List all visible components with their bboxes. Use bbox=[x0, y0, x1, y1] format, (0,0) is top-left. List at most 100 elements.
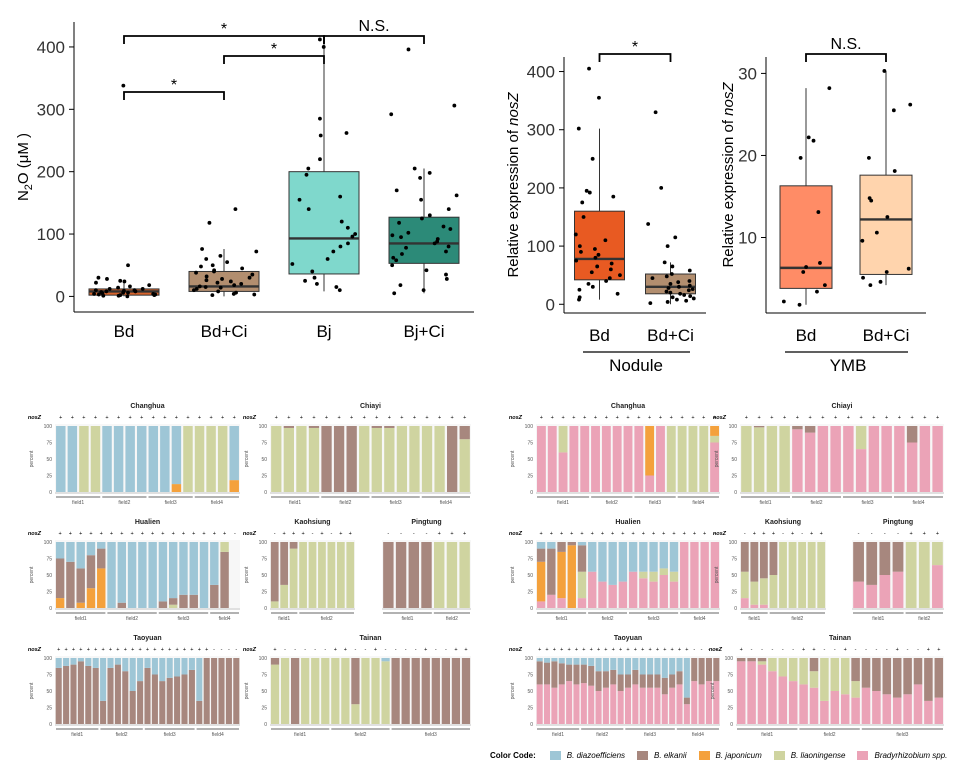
stacked-segment bbox=[391, 658, 400, 724]
y-tick-label: 200 bbox=[527, 179, 555, 198]
stacked-segment bbox=[639, 578, 648, 608]
legend-item: B. diazoefficiens bbox=[549, 750, 626, 760]
nosz-status: + bbox=[740, 647, 743, 653]
stacked-segment bbox=[194, 426, 205, 492]
stacked-segment bbox=[461, 658, 471, 724]
data-point bbox=[677, 284, 681, 289]
data-point bbox=[353, 232, 358, 236]
legend-label: B. diazoefficiens bbox=[566, 750, 626, 760]
stacked-segment bbox=[623, 426, 633, 492]
y-tick-label: 25 bbox=[731, 590, 737, 596]
nosz-status: - bbox=[884, 531, 886, 537]
nosz-status: - bbox=[235, 647, 237, 653]
nosz-status: - bbox=[405, 647, 407, 653]
stacked-segment bbox=[757, 664, 767, 724]
stacked-segment bbox=[740, 598, 749, 608]
data-point bbox=[345, 225, 350, 230]
stacked-segment bbox=[649, 542, 658, 572]
stacked-segment bbox=[661, 694, 668, 724]
nosz-status: - bbox=[701, 647, 703, 653]
stacked-segment bbox=[148, 542, 157, 608]
stacked-segment bbox=[591, 426, 600, 492]
y-tick-label: 0 bbox=[530, 606, 533, 612]
y-tick-label: 200 bbox=[37, 163, 65, 182]
field-label: field3 bbox=[649, 500, 661, 506]
stacked-segment bbox=[659, 575, 668, 608]
nosz-status: + bbox=[151, 531, 154, 537]
stacked-segment bbox=[759, 542, 768, 579]
nosz-status: - bbox=[771, 647, 773, 653]
nosz-row-label: nosZ bbox=[509, 415, 523, 421]
stacked-segment bbox=[669, 542, 679, 572]
data-point bbox=[252, 292, 257, 297]
data-point bbox=[827, 86, 832, 91]
field-label: field1 bbox=[278, 616, 290, 622]
stacked-segment bbox=[92, 658, 99, 668]
y-tick-label: 20 bbox=[738, 146, 757, 165]
nosz-status: + bbox=[597, 647, 600, 653]
stacked-segment bbox=[371, 427, 382, 492]
y-tick-label: 30 bbox=[738, 64, 757, 83]
stacked-segment bbox=[588, 542, 597, 572]
stacked-segment bbox=[602, 687, 609, 724]
nosz-status: + bbox=[205, 647, 208, 653]
stacked-segment bbox=[820, 700, 829, 724]
y-axis-label: percent bbox=[714, 566, 720, 583]
nosz-status: - bbox=[761, 647, 763, 653]
stacked-segment bbox=[117, 542, 127, 603]
stacked-segment bbox=[308, 542, 317, 608]
stacked-segment bbox=[55, 658, 62, 668]
stacked-segment bbox=[351, 658, 360, 705]
nosz-status: + bbox=[300, 415, 303, 421]
stacked-segment bbox=[879, 575, 891, 608]
data-point bbox=[204, 257, 209, 261]
stacked-segment bbox=[168, 604, 178, 608]
stacked-segment bbox=[396, 426, 408, 492]
x-tick-label: Bd+Ci bbox=[647, 326, 694, 345]
x-tick-label: Bj bbox=[316, 322, 331, 341]
data-point bbox=[618, 273, 622, 278]
nosz-status: + bbox=[463, 415, 466, 421]
stacked-segment bbox=[618, 542, 628, 582]
significance-label: N.S. bbox=[358, 18, 389, 35]
nosz-status: + bbox=[424, 647, 427, 653]
stacked-segment bbox=[189, 542, 198, 595]
nosz-status: + bbox=[927, 647, 930, 653]
nosz-status: + bbox=[601, 531, 604, 537]
data-point bbox=[350, 234, 355, 239]
stacked-segment bbox=[676, 658, 683, 672]
field-label: field2 bbox=[116, 732, 128, 738]
panel-l-pingtung: Pingtung - - - - + + + field1 field2 bbox=[382, 519, 471, 622]
stacked-segment bbox=[639, 542, 648, 572]
panel-title: Changhua bbox=[611, 403, 645, 410]
y-tick-label: 75 bbox=[731, 441, 737, 447]
nosz-status: - bbox=[693, 647, 695, 653]
nosz-status: + bbox=[400, 415, 403, 421]
nosz-status: + bbox=[120, 531, 123, 537]
stacked-segment bbox=[159, 658, 166, 682]
nosz-status: + bbox=[545, 647, 548, 653]
stacked-segment bbox=[383, 542, 394, 608]
y-axis-label: percent bbox=[29, 682, 35, 699]
legend-label: Bradyrhizobium spp. bbox=[874, 750, 948, 760]
legend-item: Bradyrhizobium spp. bbox=[857, 750, 948, 760]
stacked-segment bbox=[122, 671, 129, 724]
y-axis-label-subscript: 2 bbox=[23, 184, 35, 190]
stacked-segment bbox=[817, 542, 826, 608]
nosz-status: + bbox=[337, 415, 340, 421]
nosz-status: + bbox=[637, 415, 640, 421]
nosz-status: + bbox=[198, 415, 201, 421]
data-point bbox=[781, 299, 786, 304]
y-tick-label: 25 bbox=[261, 590, 267, 596]
y-tick-label: 300 bbox=[37, 100, 65, 119]
data-point bbox=[210, 263, 215, 268]
stacked-segment bbox=[647, 687, 654, 724]
stacked-segment bbox=[158, 601, 168, 608]
stacked-segment bbox=[680, 542, 689, 608]
significance-bracket bbox=[598, 53, 672, 62]
stacked-segment bbox=[547, 542, 556, 549]
data-point bbox=[869, 198, 874, 203]
data-point bbox=[860, 238, 865, 243]
stacked-segment bbox=[381, 658, 390, 662]
